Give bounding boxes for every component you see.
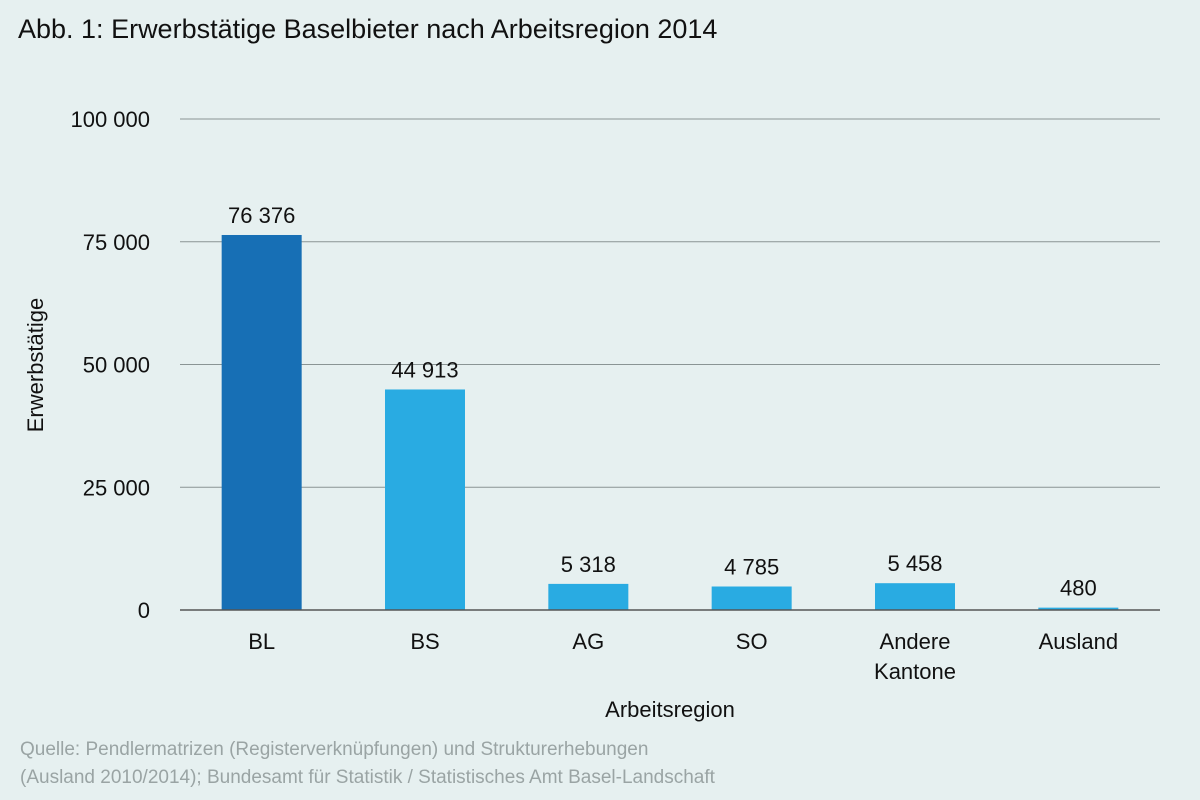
bar bbox=[385, 389, 465, 610]
data-label: 5 318 bbox=[561, 552, 616, 577]
y-tick-label: 75 000 bbox=[83, 230, 150, 255]
x-tick-label: SO bbox=[736, 629, 768, 654]
x-tick-label: BL bbox=[248, 629, 275, 654]
x-tick-label: BS bbox=[410, 629, 439, 654]
chart-title: Abb. 1: Erwerbstätige Baselbieter nach A… bbox=[18, 14, 718, 44]
y-tick-label: 50 000 bbox=[83, 353, 150, 378]
data-label: 44 913 bbox=[391, 357, 458, 382]
bar bbox=[875, 583, 955, 610]
data-label: 5 458 bbox=[887, 551, 942, 576]
x-tick-label: Kantone bbox=[874, 659, 956, 684]
source-note-line-2: (Ausland 2010/2014); Bundesamt für Stati… bbox=[20, 767, 715, 788]
data-label: 4 785 bbox=[724, 555, 779, 580]
bar bbox=[1038, 607, 1119, 610]
x-tick-label: Andere bbox=[880, 629, 951, 654]
y-tick-label: 100 000 bbox=[70, 107, 150, 132]
data-label: 480 bbox=[1060, 576, 1097, 601]
bar bbox=[221, 234, 302, 610]
data-label: 76 376 bbox=[228, 203, 295, 228]
y-axis-label: Erwerbstätige bbox=[23, 298, 48, 433]
x-tick-label: Ausland bbox=[1039, 629, 1119, 654]
source-note-line-1: Quelle: Pendlermatrizen (Registerverknüp… bbox=[20, 739, 649, 760]
y-tick-label: 25 000 bbox=[83, 475, 150, 500]
bar bbox=[711, 586, 792, 610]
x-axis-label: Arbeitsregion bbox=[605, 697, 735, 722]
x-tick-label: AG bbox=[572, 629, 604, 654]
y-tick-label: 0 bbox=[138, 598, 150, 623]
bar bbox=[548, 583, 629, 610]
